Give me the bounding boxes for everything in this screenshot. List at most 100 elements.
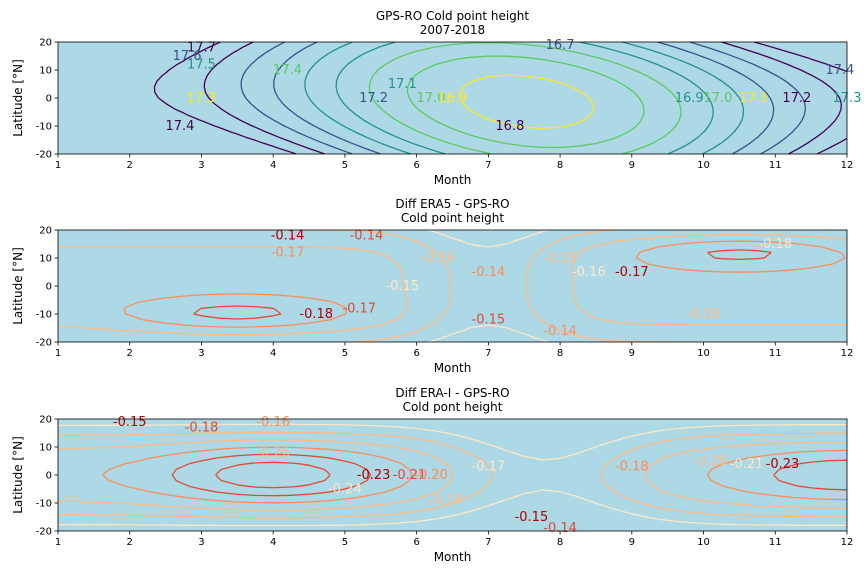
x-tick-label: 10: [697, 537, 710, 548]
contour-label: -0.17: [342, 301, 376, 316]
y-axis-label: Latitude [°N]: [11, 59, 25, 137]
x-tick-label: 4: [270, 537, 276, 548]
x-tick-label: 2: [127, 537, 133, 548]
contour-label: -0.17: [472, 460, 506, 475]
contour-line: [458, 74, 595, 129]
chart-title: 2007-2018: [420, 23, 485, 37]
contour-line: [102, 446, 847, 504]
contour-label: 16.9: [438, 91, 467, 106]
contour-line: [58, 423, 847, 527]
x-tick-label: 5: [342, 537, 348, 548]
contour-label: -0.14: [472, 265, 506, 280]
y-tick-label: 10: [39, 254, 52, 265]
contour-label: -0.15: [113, 415, 147, 430]
contour-label: -0.26: [256, 446, 290, 461]
x-tick-label: 8: [557, 348, 563, 359]
contour-label: 16.9: [675, 91, 704, 106]
contour-label: -0.24: [328, 482, 362, 497]
contour-line: [193, 249, 772, 320]
contour-label: -0.15: [385, 279, 419, 294]
contour-label: 17.1: [739, 91, 768, 106]
x-tick-label: 3: [198, 160, 204, 171]
chart-title: Cold point height: [401, 211, 504, 225]
contour-line: [58, 233, 847, 336]
x-tick-label: 2: [127, 160, 133, 171]
contour-label: -0.14: [271, 229, 305, 244]
x-tick-label: 11: [769, 160, 782, 171]
chart-title: Diff ERA5 - GPS-RO: [395, 197, 509, 211]
x-tick-label: 6: [413, 537, 419, 548]
contour-label: 17.4: [165, 119, 194, 134]
y-tick-label: 20: [39, 415, 52, 426]
contour-label: 16.7: [546, 38, 575, 53]
x-tick-label: 6: [413, 348, 419, 359]
x-tick-label: 6: [413, 160, 419, 171]
contour-label: -0.17: [615, 265, 649, 280]
contour-label: -0.23: [357, 468, 391, 483]
contour-label: -0.14: [350, 229, 384, 244]
contour-label: 17.7: [187, 41, 216, 56]
y-tick-label: 10: [39, 443, 52, 454]
contour-line: [240, 42, 807, 154]
x-tick-label: 4: [270, 160, 276, 171]
contour-label: -0.15: [515, 510, 549, 525]
y-tick-label: -10: [36, 122, 52, 133]
contour-label: 17.0: [417, 91, 446, 106]
contour-label: -0.21: [730, 457, 764, 472]
contour-label: -0.20: [694, 454, 728, 469]
y-tick-label: -20: [36, 527, 52, 538]
contour-line: [273, 42, 775, 154]
contour-label: 17.3: [187, 91, 216, 106]
x-tick-label: 7: [485, 537, 491, 548]
contour-line: [304, 42, 745, 154]
contour-line: [123, 240, 846, 328]
contour-line: [368, 42, 682, 154]
contour-label: 17.2: [359, 91, 388, 106]
contour-label: 17.5: [187, 57, 216, 72]
y-tick-label: 0: [46, 282, 52, 293]
contour-label: -0.18: [758, 237, 792, 252]
x-tick-label: 9: [629, 348, 635, 359]
contour-line: [406, 55, 645, 149]
x-tick-label: 8: [557, 537, 563, 548]
panel-3: -0.15 -0.18 -0.16-0.26-0.24-0.23 -0.21-0.20…: [11, 386, 853, 564]
x-tick-label: 1: [55, 348, 61, 359]
contour-line: [428, 230, 549, 342]
x-tick-label: 9: [629, 160, 635, 171]
x-tick-label: 4: [270, 348, 276, 359]
x-tick-label: 1: [55, 537, 61, 548]
chart-title: GPS-RO Cold point height: [376, 9, 530, 23]
contour-line: [58, 431, 847, 519]
contour-label: -0.18: [429, 493, 463, 508]
contour-label: -0.17: [271, 245, 305, 260]
contour-label: 17.6: [173, 49, 202, 64]
x-tick-label: 5: [342, 160, 348, 171]
contour-label: -0.20: [414, 468, 448, 483]
y-axis-label: Latitude [°N]: [11, 247, 25, 325]
contour-label: 17.4: [273, 63, 302, 78]
panel-1: 17.717.617.5 17.417.317.417.217.117.016.9…: [11, 9, 861, 187]
contour-label: 17.4: [825, 63, 854, 78]
contour-label: -0.14: [543, 521, 577, 536]
y-tick-label: -10: [36, 499, 52, 510]
contour-label: -0.15: [472, 313, 506, 328]
x-tick-label: 12: [841, 348, 854, 359]
contour-label: -0.16: [572, 265, 606, 280]
contour-label: -0.18: [615, 460, 649, 475]
x-tick-label: 11: [769, 348, 782, 359]
contour-label: -0.15: [543, 251, 577, 266]
contour-label: -0.21: [393, 468, 427, 483]
x-tick-label: 1: [55, 160, 61, 171]
contour-label: -0.18: [299, 307, 333, 322]
x-tick-label: 10: [697, 348, 710, 359]
contour-line: [171, 453, 847, 497]
contour-line: [58, 439, 847, 511]
contour-line: [153, 42, 847, 154]
y-tick-label: 10: [39, 66, 52, 77]
panel-2: -0.14 -0.14-0.17 -0.16-0.15-0.18 -0.17-0.14…: [11, 197, 853, 375]
y-axis-label: Latitude [°N]: [11, 436, 25, 514]
x-tick-label: 3: [198, 348, 204, 359]
contour-label: -0.14: [543, 324, 577, 339]
contour-label: 17.2: [782, 91, 811, 106]
